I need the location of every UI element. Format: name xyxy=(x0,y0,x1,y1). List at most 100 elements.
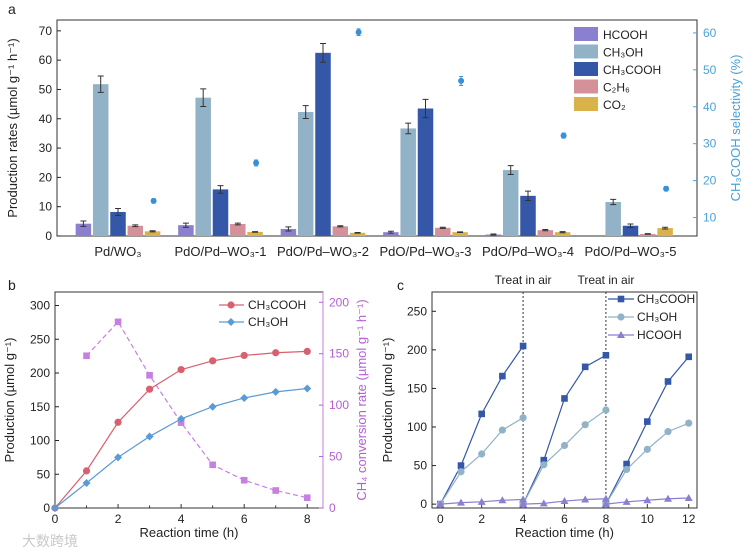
bar-HCOOH xyxy=(280,228,297,236)
y-axis-tick-label: 50 xyxy=(39,82,53,96)
bar-HCOOH xyxy=(178,225,194,236)
error-bar xyxy=(490,233,497,236)
y-axis-tick-label: 0 xyxy=(420,497,427,511)
legend-label: CH₃OH xyxy=(603,46,643,60)
series-point xyxy=(177,366,185,374)
error-bar xyxy=(354,231,361,234)
error-bar xyxy=(405,122,412,135)
error-bar xyxy=(302,105,309,119)
y-axis-tick-label: 150 xyxy=(30,400,50,414)
panel-label-c: c xyxy=(397,277,404,293)
y-axis-tick-label: 50 xyxy=(37,467,51,481)
x-tick-label: 8 xyxy=(603,512,610,526)
error-bar xyxy=(200,88,207,107)
y-axis-tick-label: 30 xyxy=(39,141,53,155)
conversion-rate-point xyxy=(83,352,90,360)
error-bar xyxy=(627,223,634,229)
series-point xyxy=(643,496,652,504)
conversion-rate-line xyxy=(86,320,308,499)
x-tick-label: 6 xyxy=(241,512,248,526)
y-axis-title: Production (µmol g⁻¹) xyxy=(380,338,395,463)
series-line-CH₃COOH xyxy=(605,356,690,505)
bar-CO₂ xyxy=(657,228,673,236)
legend-label: CH₃COOH xyxy=(637,292,695,306)
legend-swatch-C₂H₆ xyxy=(574,79,598,94)
legend-swatch-CH₃OH xyxy=(574,44,598,59)
x-tick-label: 2 xyxy=(478,512,485,526)
series-point xyxy=(643,445,651,453)
legend-marker xyxy=(617,313,625,321)
series-point xyxy=(601,500,610,508)
series-point xyxy=(114,418,122,426)
bar-C₂H₆ xyxy=(640,233,656,236)
series-point xyxy=(457,468,465,476)
series-point xyxy=(498,496,507,504)
error-bar xyxy=(387,230,394,234)
y-axis-tick-label: 200 xyxy=(30,366,50,380)
y-axis-tick-label: 50 xyxy=(414,459,428,473)
y-axis-tick-label: 60 xyxy=(39,53,53,67)
legend-marker xyxy=(617,295,625,303)
series-point xyxy=(581,421,589,429)
conversion-rate-point xyxy=(303,494,311,502)
category-label: Pd/WO₃ xyxy=(94,244,141,259)
series-point xyxy=(145,432,154,441)
y-axis-tick-label: 250 xyxy=(407,304,427,318)
error-bar xyxy=(337,225,344,228)
legend-label: HCOOH xyxy=(603,28,648,42)
series-line-CH₃OH xyxy=(439,417,524,505)
bar-C₂H₆ xyxy=(537,230,554,236)
series-point xyxy=(519,342,527,350)
error-bar xyxy=(217,185,224,194)
y2-axis-tick-label: 10 xyxy=(703,211,717,225)
error-bar xyxy=(457,231,464,233)
series-point xyxy=(560,497,569,505)
error-bar xyxy=(610,198,617,206)
category-label: PdO/Pd–WO₃-1 xyxy=(175,244,267,259)
watermark: 大数跨境 xyxy=(22,533,78,549)
series-point xyxy=(685,419,693,427)
y2-axis-tick-label: 40 xyxy=(703,100,717,114)
error-bar xyxy=(525,190,531,202)
category-label: PdO/Pd–WO₃-3 xyxy=(380,244,472,259)
conversion-rate-point xyxy=(209,461,216,469)
series-point xyxy=(456,498,465,506)
series-point xyxy=(519,495,528,503)
series-point xyxy=(540,461,548,469)
error-bar xyxy=(80,220,87,227)
series-point xyxy=(581,495,590,503)
error-bar xyxy=(97,75,104,93)
series-point xyxy=(477,497,486,505)
bar-C₂H₆ xyxy=(127,225,144,236)
panel-c: 0 50 100 150 200 250 0 2 4 6 8 10 12 Production (µmol… xyxy=(380,273,698,540)
panel-b: 0 50 100 150 200 250 300 0 50 100 150 200 0 2 4 6 8 Produ… xyxy=(2,291,369,540)
bar-CO₂ xyxy=(349,232,366,236)
series-point xyxy=(209,357,217,365)
y-axis-tick-label: 100 xyxy=(30,434,50,448)
legend-label: CO₂ xyxy=(603,98,626,112)
bar-CH₃COOH xyxy=(622,225,639,236)
selectivity-point xyxy=(458,77,465,84)
bar-CH₃OH xyxy=(605,202,621,236)
error-bar xyxy=(149,230,156,233)
legend-label: CH₃OH xyxy=(637,310,677,324)
y-axis-title: Production rates (µmol g⁻¹ h⁻¹) xyxy=(5,38,20,217)
series-point xyxy=(240,351,248,360)
series-point xyxy=(499,372,506,380)
bar-C₂H₆ xyxy=(332,226,349,236)
bar-CO₂ xyxy=(554,232,571,236)
series-point xyxy=(560,441,569,450)
series-point xyxy=(684,493,693,501)
bar-CH₃OH xyxy=(297,112,314,236)
x-tick-label: 2 xyxy=(115,512,122,526)
bar-C₂H₆ xyxy=(230,223,246,236)
series-point xyxy=(685,353,693,361)
legend-label: C₂H₆ xyxy=(603,81,630,95)
series-point xyxy=(303,384,312,393)
y-axis-title: Production (µmol g⁻¹) xyxy=(2,338,17,463)
treat-annotation: Treat in air xyxy=(495,273,552,287)
category-label: PdO/Pd–WO₃-4 xyxy=(482,244,574,259)
y-axis-tick-label: 150 xyxy=(407,381,427,395)
series-point xyxy=(561,395,568,402)
series-point xyxy=(271,387,280,396)
